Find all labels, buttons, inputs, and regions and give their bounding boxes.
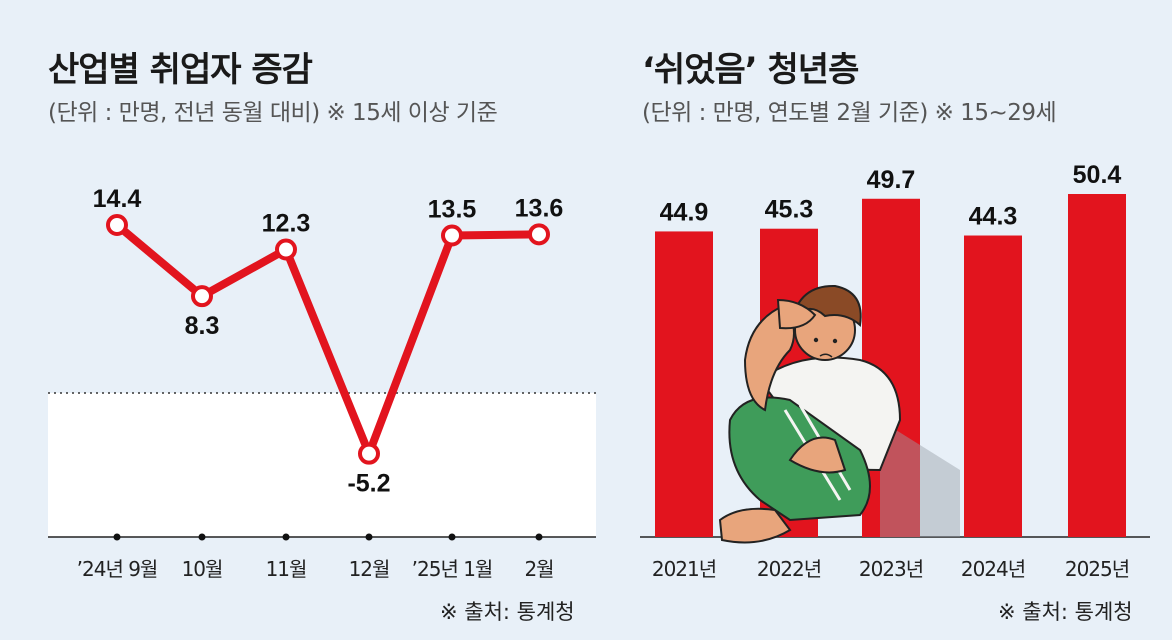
- data-point: [191, 285, 213, 308]
- bar-value-label: 45.3: [765, 196, 814, 224]
- x-tick-mark: [535, 533, 543, 541]
- data-label: 8.3: [185, 312, 220, 340]
- data-point: [358, 442, 380, 465]
- bar-value-label: 50.4: [1073, 161, 1122, 189]
- x-tick-mark: [448, 533, 456, 541]
- right-chart-subtitle: (단위 : 만명, 연도별 2월 기준) ※ 15~29세: [642, 100, 1057, 126]
- right-chart-title: ‘쉬었음’ 청년층: [642, 50, 859, 90]
- x-tick-label: 2025년: [1065, 557, 1129, 581]
- bar: [964, 235, 1022, 537]
- data-label: -5.2: [347, 470, 390, 498]
- negative-region-panel: [48, 393, 596, 537]
- data-label: 13.5: [428, 196, 477, 224]
- bar-value-label: 44.3: [969, 203, 1018, 231]
- data-point: [441, 224, 463, 247]
- data-label: 12.3: [262, 210, 311, 238]
- left-chart-title: 산업별 취업자 증감: [48, 50, 313, 90]
- data-label: 13.6: [515, 194, 564, 222]
- left-source-note: ※ 출처: 통계청: [440, 600, 575, 624]
- data-label: 14.4: [93, 185, 142, 213]
- x-tick-label: 10월: [182, 557, 223, 581]
- x-tick-label: 2021년: [652, 557, 716, 581]
- line-series: [113, 221, 543, 458]
- data-point: [106, 214, 128, 236]
- bar: [655, 231, 713, 538]
- left-chart-subtitle: (단위 : 만명, 전년 동월 대비) ※ 15세 이상 기준: [48, 100, 498, 126]
- data-point: [528, 223, 550, 246]
- sitting-person-illustration: [718, 284, 960, 544]
- x-tick-mark: [113, 533, 121, 541]
- x-tick-label: ’25년 1월: [412, 557, 493, 581]
- x-tick-label: 11월: [266, 557, 307, 581]
- x-tick-mark: [198, 533, 206, 541]
- x-tick-mark: [365, 533, 373, 541]
- x-tick-label: 12월: [349, 557, 390, 581]
- x-tick-label: 2023년: [859, 557, 923, 581]
- data-point: [275, 238, 297, 261]
- bar: [1068, 194, 1126, 537]
- x-tick-mark: [282, 533, 290, 541]
- x-tick-label: ’24년 9월: [77, 557, 158, 581]
- x-tick-label: 2024년: [961, 557, 1025, 581]
- x-tick-label: 2022년: [757, 557, 821, 581]
- right-source-note: ※ 출처: 통계청: [998, 600, 1133, 624]
- x-tick-label: 2월: [524, 557, 553, 581]
- bar-value-label: 44.9: [660, 198, 709, 226]
- bar-value-label: 49.7: [867, 166, 916, 194]
